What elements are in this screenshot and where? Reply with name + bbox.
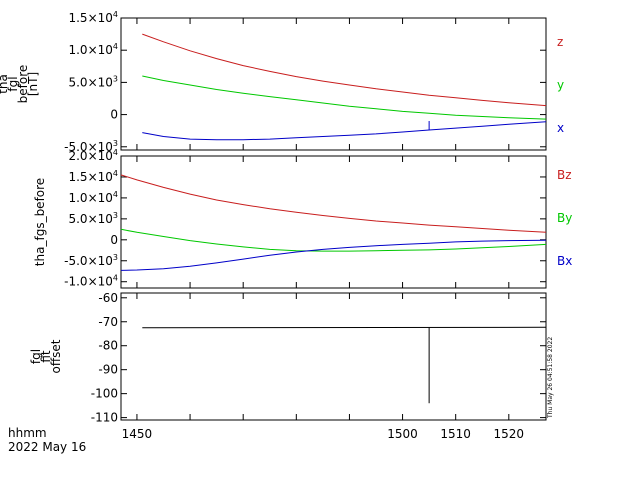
y-tick-label: 1.5×104	[68, 10, 118, 25]
y-tick-label: 2.0×104	[68, 148, 118, 163]
y-axis-label: before	[16, 65, 30, 104]
series-line-y	[142, 75, 547, 120]
legend-entry-y: y	[557, 78, 564, 92]
y-axis-label: fit	[39, 350, 53, 363]
y-tick-label: 1.0×104	[68, 42, 118, 57]
x-tick-label: 1500	[387, 427, 418, 441]
y-tick-label: -80	[98, 339, 118, 353]
y-tick-label: -5.0×103	[64, 253, 118, 268]
x-tick-label: 1520	[494, 427, 525, 441]
panel-2: 2.0×104 1.5×104 1.0×104 5.0×103 0 -5.0×103 -1.…	[33, 148, 572, 289]
series-line-Bz	[120, 174, 547, 233]
series-line-x	[142, 121, 547, 141]
panel-1: 1.5×104 1.0×104 5.0×103 0 -5.0×103 thafglbefo…	[0, 10, 564, 154]
y-tick-label: 0	[110, 108, 118, 122]
y-tick-label: 0	[110, 233, 118, 247]
y-tick-label: 1.0×104	[68, 190, 118, 205]
y-axis-label: fgl	[6, 76, 20, 91]
y-tick-label: -100	[91, 387, 118, 401]
legend-entry-Bx: Bx	[557, 254, 572, 268]
generated-timestamp: Thu May 26 04:51:58 2022	[547, 337, 554, 419]
time-axis-label: hhmm	[8, 426, 47, 440]
series-line-Bx	[120, 239, 547, 271]
y-tick-label: -5.0×103	[64, 139, 118, 154]
date-label: 2022 May 16	[8, 440, 86, 454]
y-axis-label: fgl	[29, 349, 43, 364]
legend-entry-z: z	[557, 35, 563, 49]
x-tick-label: 1510	[440, 427, 471, 441]
panel-frame	[120, 292, 547, 421]
y-tick-label: 5.0×103	[68, 74, 118, 89]
legend-entry-By: By	[557, 211, 572, 225]
series-line-z	[142, 33, 547, 107]
y-axis-label: [nT]	[26, 72, 40, 96]
y-tick-label: -60	[98, 291, 118, 305]
y-tick-label: 5.0×103	[68, 211, 118, 226]
panel-frame	[120, 155, 547, 289]
panel-frame	[120, 17, 547, 151]
y-axis-label: offset	[49, 339, 63, 373]
y-tick-label: 1.5×104	[68, 169, 118, 184]
y-tick-label: -1.0×104	[64, 274, 118, 289]
x-tick-label: 1450	[122, 427, 153, 441]
legend-entry-Bz: Bz	[557, 168, 572, 182]
y-axis-label: tha_fgs_before	[33, 178, 47, 266]
y-tick-label: -70	[98, 315, 118, 329]
y-tick-label: -110	[91, 411, 118, 425]
series-line-By	[120, 228, 547, 252]
y-tick-label: -90	[98, 363, 118, 377]
y-axis-label: tha	[0, 74, 10, 94]
legend-entry-x: x	[557, 121, 564, 135]
